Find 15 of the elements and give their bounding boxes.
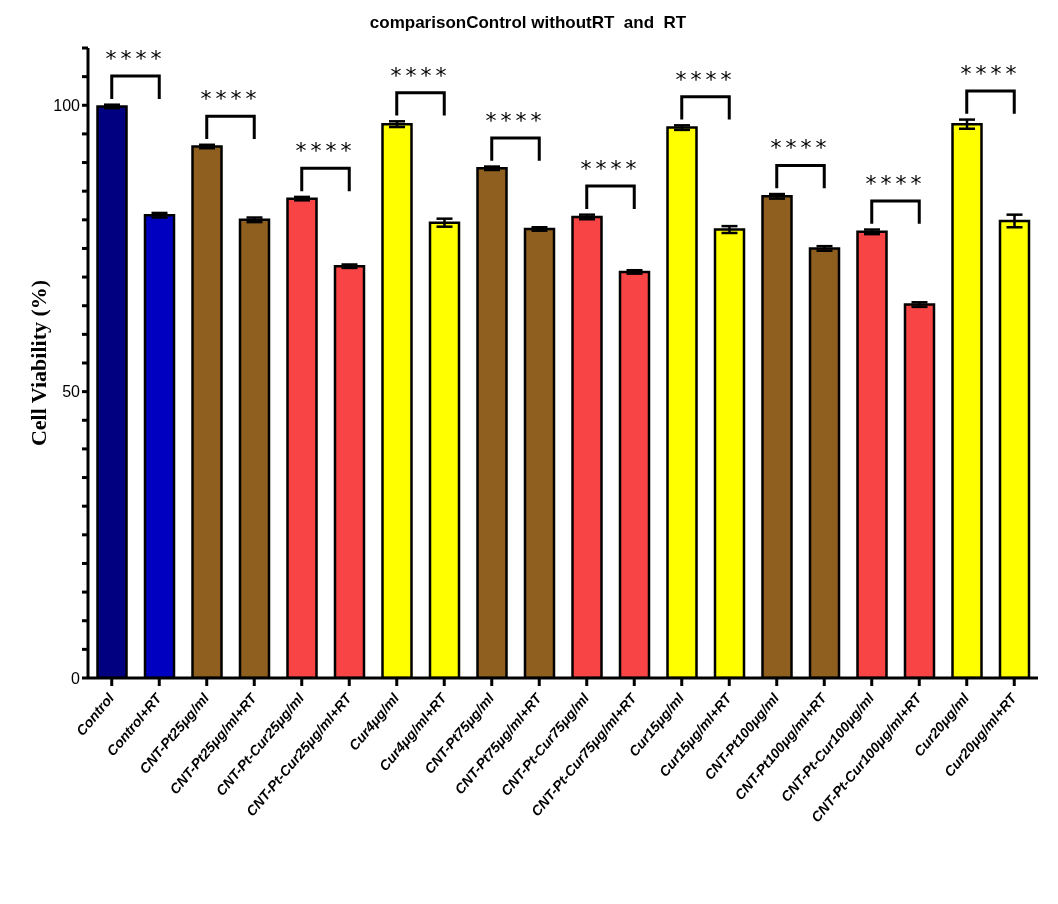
y-tick-label: 50 <box>62 383 81 401</box>
annotation: **** <box>960 60 1021 86</box>
annotation: **** <box>390 62 451 88</box>
annotation: **** <box>865 170 926 196</box>
annotation: **** <box>675 66 736 92</box>
annotation: **** <box>200 86 261 112</box>
annotation: **** <box>485 107 546 133</box>
annotation: **** <box>105 46 166 72</box>
y-axis-title: Cell Viability (%) <box>25 279 51 447</box>
chart-title: comparisonControl withoutRT and RT <box>368 12 688 34</box>
y-tick-label: 100 <box>53 96 81 114</box>
annotation: **** <box>580 156 641 182</box>
annotation: **** <box>295 138 356 164</box>
y-tick-label: 0 <box>71 669 81 687</box>
annotation: **** <box>770 135 831 161</box>
